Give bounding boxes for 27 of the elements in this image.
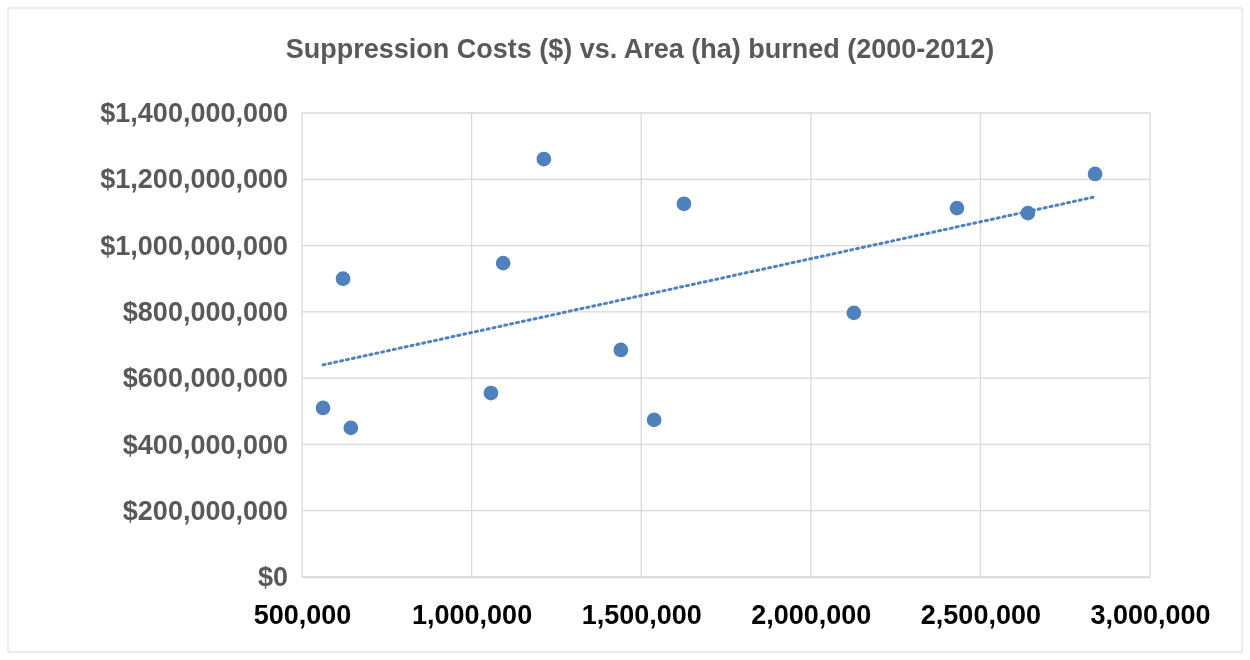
x-tick-label: 500,000 <box>253 600 352 631</box>
y-tick-label: $1,400,000,000 <box>100 98 288 129</box>
y-tick-label: $600,000,000 <box>122 363 288 394</box>
point <box>613 342 629 358</box>
x-tick-label: 3,000,000 <box>1090 600 1211 631</box>
x-tick-label: 1,000,000 <box>412 600 533 631</box>
y-tick-label: $800,000,000 <box>122 297 288 327</box>
point <box>646 412 662 428</box>
x-tick-label: 2,500,000 <box>920 600 1041 631</box>
point <box>343 420 359 436</box>
point <box>335 271 351 287</box>
y-tick-label: $400,000,000 <box>122 429 288 460</box>
x-tick-label: 2,000,000 <box>751 600 872 631</box>
point <box>949 200 965 216</box>
y-tick-label: $1,000,000,000 <box>100 230 288 261</box>
y-tick-label: $200,000,000 <box>122 495 288 526</box>
point <box>846 305 862 321</box>
point <box>483 385 499 401</box>
y-tick-label: $1,200,000,000 <box>100 164 288 195</box>
point <box>315 400 331 416</box>
y-tick-label: $0 <box>257 562 288 593</box>
point <box>536 151 552 167</box>
x-tick-label: 1,500,000 <box>581 600 702 631</box>
point <box>495 255 511 271</box>
point <box>1087 166 1103 182</box>
chart-title: Suppression Costs ($) vs. Area (ha) burned (2000-2012) <box>285 34 995 64</box>
point <box>676 196 692 212</box>
